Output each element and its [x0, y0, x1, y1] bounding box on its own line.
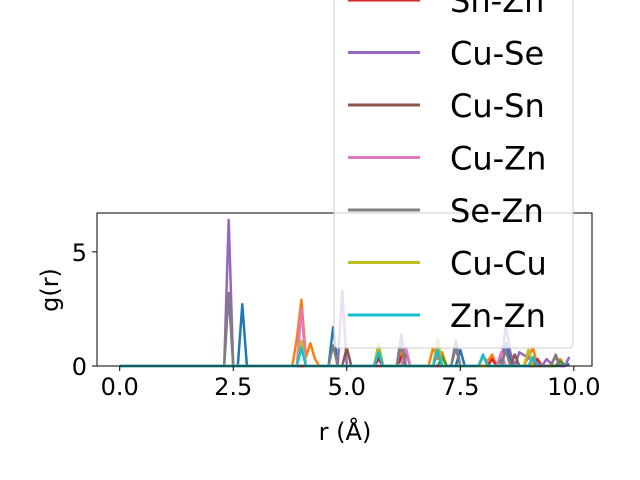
x-tick-label: 0.0 — [101, 373, 139, 401]
y-tick-label: 5 — [72, 239, 87, 267]
y-axis-ticks: 05 — [72, 239, 97, 381]
x-axis-label: r (Å) — [319, 417, 372, 446]
x-axis-ticks: 0.0 2.5 5.0 7.5 10.0 — [101, 366, 601, 401]
y-tick-label: 0 — [72, 353, 87, 381]
legend-label: Sn-Zn — [450, 0, 544, 20]
series-line-8 — [119, 291, 562, 368]
x-tick-label: 5.0 — [328, 373, 366, 401]
x-tick-label: 2.5 — [214, 373, 252, 401]
legend-label: Cu-Zn — [450, 140, 546, 178]
legend-box — [333, 0, 574, 349]
x-tick-label: 10.0 — [547, 373, 600, 401]
legend: Sn-Zn Cu-Se Cu-Sn Cu-Zn Se-Zn Cu-Cu Zn-Zn — [333, 0, 574, 349]
legend-label: Se-Zn — [450, 192, 544, 230]
x-tick-label: 7.5 — [441, 373, 479, 401]
legend-label: Cu-Sn — [450, 87, 545, 125]
legend-label: Zn-Zn — [450, 297, 546, 335]
legend-label: Cu-Cu — [450, 245, 547, 283]
y-axis-label: g(r) — [36, 268, 64, 312]
legend-label: Cu-Se — [450, 35, 544, 73]
